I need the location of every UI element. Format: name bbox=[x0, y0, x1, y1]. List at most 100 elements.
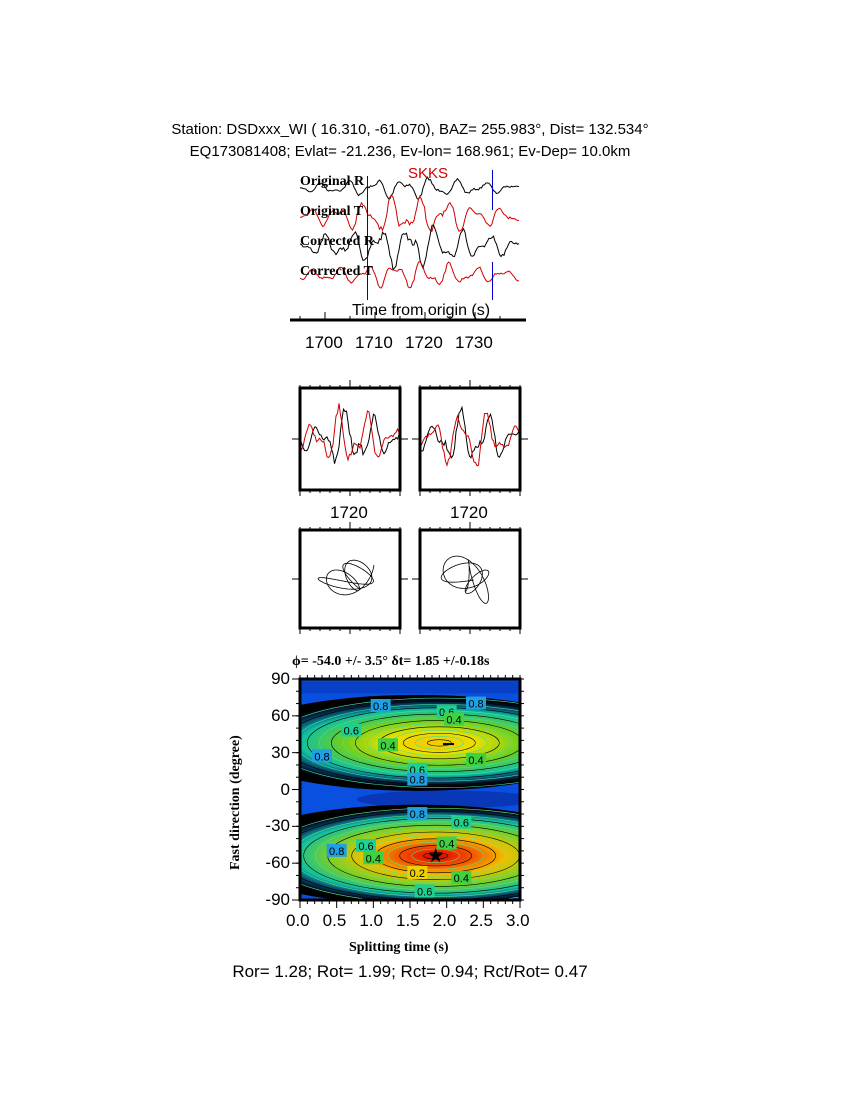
trace-label-original-t: Original T bbox=[300, 204, 364, 219]
contour-line bbox=[300, 700, 520, 785]
waveform-transverse bbox=[420, 412, 520, 467]
x-tick-label: 3.0 bbox=[506, 911, 530, 930]
y-tick-label: -60 bbox=[265, 853, 290, 873]
particle-motion-path bbox=[440, 555, 490, 604]
panel-content bbox=[420, 405, 520, 467]
panel-frame bbox=[298, 528, 402, 630]
contour-label: 0.4 bbox=[366, 853, 381, 865]
time-tick-1730: 1730 bbox=[455, 333, 493, 352]
contour-line bbox=[300, 807, 520, 900]
contour-title: ϕ= -54.0 +/- 3.5° δt= 1.85 +/-0.18s bbox=[292, 654, 490, 669]
contour-label: 0.8 bbox=[410, 809, 425, 821]
contour-line bbox=[403, 732, 476, 753]
y-tick-label: -90 bbox=[265, 890, 290, 909]
x-tick-label: 1.5 bbox=[396, 911, 420, 930]
contour-label: 0.6 bbox=[358, 841, 373, 853]
contour-line bbox=[355, 720, 520, 766]
x-tick-label: 0.0 bbox=[286, 911, 310, 930]
x-tick-label: 1.0 bbox=[359, 911, 383, 930]
contour-label-box bbox=[341, 723, 362, 737]
y-tick-label: 60 bbox=[271, 705, 290, 725]
contour-label-box bbox=[312, 749, 332, 763]
panel-frame bbox=[418, 386, 522, 492]
event-header: EQ173081408; Evlat= -21.236, Ev-lon= 168… bbox=[189, 143, 631, 160]
contour-label: 0.8 bbox=[468, 699, 483, 711]
energy-contour-plot: 0.80.80.60.40.60.40.80.40.60.80.80.60.60… bbox=[292, 675, 524, 908]
panel-right-tick: 1720 bbox=[450, 503, 488, 522]
panel-content bbox=[440, 555, 490, 604]
station-header: Station: DSDxxx_WI ( 16.310, -61.070), B… bbox=[171, 121, 649, 138]
contour-label-box bbox=[451, 815, 472, 829]
contour-label-box bbox=[444, 712, 464, 726]
contour-label-box bbox=[378, 738, 398, 752]
time-tick-1700: 1700 bbox=[305, 333, 343, 352]
small-panels bbox=[292, 380, 528, 634]
y-tick-label: 30 bbox=[271, 742, 290, 762]
x-tick-label: 2.0 bbox=[432, 911, 457, 930]
contour-label-box bbox=[451, 870, 472, 884]
contour-label-box bbox=[414, 884, 435, 898]
trace-label-corrected-t: Corrected T bbox=[300, 264, 373, 279]
trace-label-original-r: Original R bbox=[300, 174, 365, 189]
waveform-original-r bbox=[300, 176, 520, 201]
panel-frame bbox=[418, 528, 522, 630]
contour-label: 0.8 bbox=[410, 775, 425, 787]
contour-label-box bbox=[466, 696, 486, 710]
contour-label-box bbox=[407, 762, 428, 776]
particle-motion-path bbox=[317, 559, 375, 596]
contour-label: 0.6 bbox=[344, 726, 359, 738]
contour-line bbox=[300, 697, 520, 788]
best-fit-star bbox=[428, 847, 444, 863]
contour-label: 0.8 bbox=[329, 846, 344, 858]
contour-label: 0.4 bbox=[454, 873, 469, 885]
contour-line bbox=[415, 736, 464, 750]
contour-label-box bbox=[407, 807, 428, 821]
contour-line bbox=[315, 821, 520, 891]
contour-label: 0.4 bbox=[468, 755, 483, 767]
contour-label-box bbox=[356, 838, 376, 852]
panel-content bbox=[300, 403, 400, 464]
seismogram-panel bbox=[290, 170, 526, 322]
panel-left-tick: 1720 bbox=[330, 503, 368, 522]
contour-line bbox=[399, 845, 472, 867]
contour-label-box bbox=[466, 753, 486, 767]
time-tick-1720: 1720 bbox=[405, 333, 443, 352]
contour-label-box bbox=[436, 836, 457, 850]
contour-label-box bbox=[370, 699, 391, 713]
contour-line bbox=[367, 723, 512, 763]
phase-label: SKKS bbox=[408, 165, 449, 182]
contour-x-label: Splitting time (s) bbox=[349, 940, 449, 955]
contour-line bbox=[300, 704, 520, 782]
contour-label: 0.4 bbox=[380, 740, 395, 752]
waveform-original-t bbox=[300, 194, 520, 233]
waveform-corrected-t bbox=[300, 260, 520, 289]
contour-line bbox=[387, 841, 484, 870]
contour-label: 0.4 bbox=[439, 839, 454, 851]
contour-y-label: Fast direction (degree) bbox=[228, 735, 243, 870]
ratio-summary: Ror= 1.28; Rot= 1.99; Rct= 0.94; Rct/Rot… bbox=[232, 962, 588, 981]
contour-label: 0.6 bbox=[454, 818, 469, 830]
contour-line bbox=[427, 739, 452, 747]
time-axis-label: Time from origin (s) bbox=[352, 302, 491, 319]
y-tick-label: 0 bbox=[280, 779, 290, 799]
contour-label: 0.2 bbox=[410, 868, 425, 880]
panel-content bbox=[317, 559, 375, 596]
contour-line bbox=[303, 818, 520, 894]
contour-label-box bbox=[407, 772, 428, 786]
contour-label-box bbox=[407, 865, 428, 879]
low-band bbox=[356, 790, 520, 809]
time-tick-1710: 1710 bbox=[355, 333, 393, 352]
y-tick-label: -30 bbox=[265, 816, 290, 836]
waveform-transverse bbox=[300, 403, 400, 462]
waveform-radial bbox=[420, 405, 520, 459]
contour-label-box bbox=[363, 851, 384, 865]
contour-field: 0.80.80.60.40.60.40.80.40.60.80.80.60.60… bbox=[300, 679, 520, 900]
minimum-top bbox=[300, 698, 520, 787]
contour-line bbox=[300, 814, 520, 897]
waveform-radial bbox=[300, 407, 400, 464]
waveform-corrected-r bbox=[300, 224, 520, 271]
x-tick-label: 2.5 bbox=[469, 911, 493, 930]
contour-label: 0.4 bbox=[446, 715, 461, 727]
